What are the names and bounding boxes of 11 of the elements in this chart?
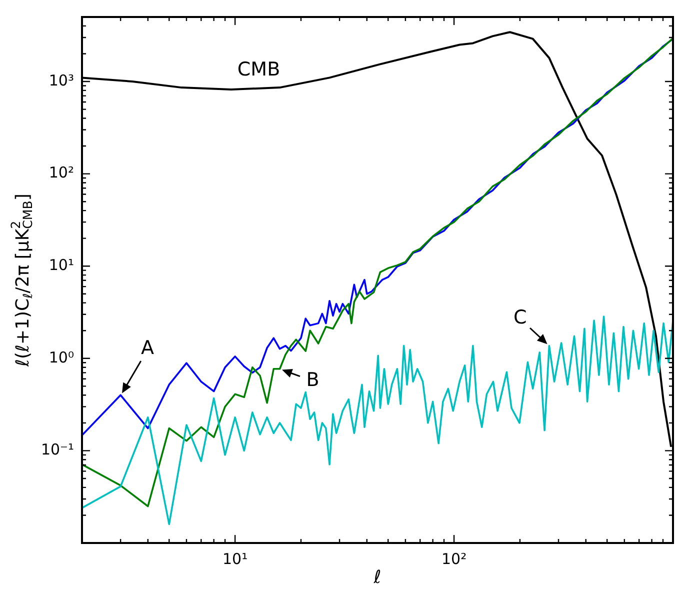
- y-tick-label: 10¹: [48, 256, 74, 274]
- annotation: B: [306, 368, 320, 391]
- annotation: A: [141, 337, 154, 360]
- y-tick-label: 10³: [48, 71, 74, 90]
- series-label: CMB: [237, 58, 280, 80]
- y-tick-label: 10²: [48, 164, 74, 182]
- x-axis-title: ℓ: [372, 566, 382, 588]
- annotation: C: [514, 306, 527, 329]
- y-tick-label: 10⁰: [48, 348, 74, 366]
- y-axis-title: ℓ(ℓ+1)Cℓ/2π [μK2CMB]: [8, 194, 35, 368]
- y-tick-label: 10⁻¹: [40, 440, 74, 459]
